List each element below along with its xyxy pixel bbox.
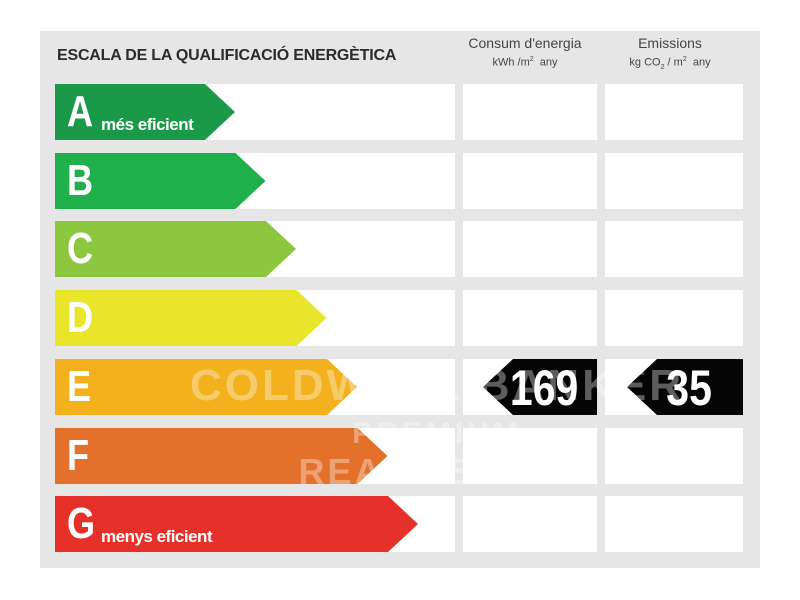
- emissions-cell-g: [605, 496, 743, 553]
- emissions-value-badge: 35: [627, 358, 743, 416]
- emissions-cell-b: [605, 152, 743, 209]
- consum-cell-f: [463, 427, 597, 484]
- rating-bar-c: [55, 221, 296, 278]
- rating-bar-g: [55, 496, 418, 553]
- rating-letter-a: A: [67, 87, 94, 136]
- rating-bar-d: [55, 290, 327, 347]
- rating-arrow-e: E: [55, 358, 357, 415]
- rating-letter-b: B: [67, 155, 94, 205]
- rating-letter-g: G: [67, 499, 96, 549]
- column-header-consum: Consum d'energia kWh /m2 any: [460, 35, 590, 70]
- emissions-cell-d: [605, 290, 743, 347]
- column-header-emissions: Emissions kg CO2 / m2 any: [605, 35, 735, 72]
- emissions-value-text: 35: [666, 359, 712, 416]
- rating-note-a: més eficient: [101, 115, 194, 134]
- rating-arrow-b: B: [55, 152, 266, 209]
- consum-value-text: 169: [509, 359, 579, 416]
- rating-arrow-f: F: [55, 427, 388, 484]
- chart-title: ESCALA DE LA QUALIFICACIÓ ENERGÈTICA: [57, 47, 397, 64]
- consum-cell-d: [463, 290, 597, 347]
- consum-title: Consum d'energia: [468, 35, 582, 51]
- consum-cell-b: [463, 152, 597, 209]
- rating-bar-f: [55, 427, 388, 484]
- energy-label: ESCALA DE LA QUALIFICACIÓ ENERGÈTICA Con…: [40, 31, 760, 568]
- consum-cell-a: [463, 84, 597, 140]
- consum-value-shape: [483, 358, 597, 415]
- emissions-cell-c: [605, 221, 743, 278]
- consum-cell-g: [463, 496, 597, 553]
- rating-letter-c: C: [67, 224, 94, 274]
- rating-bar-b: [55, 152, 266, 209]
- consum-value-badge: 169: [483, 358, 597, 416]
- emissions-title: Emissions: [638, 35, 702, 51]
- emissions-cell-f: [605, 427, 743, 484]
- rating-note-g: menys eficient: [101, 527, 213, 547]
- rating-arrow-c: C: [55, 221, 296, 278]
- rating-letter-d: D: [67, 293, 94, 343]
- emissions-value-shape: [627, 358, 743, 415]
- rating-bar-a: [55, 84, 235, 140]
- consum-cell-c: [463, 221, 597, 278]
- rating-letter-e: E: [67, 361, 92, 411]
- consum-unit: kWh /m2 any: [492, 55, 558, 69]
- rating-letter-f: F: [67, 430, 90, 480]
- rating-bar-e: [55, 358, 357, 415]
- emissions-unit: kg CO2 / m2 any: [629, 55, 711, 71]
- rating-arrow-d: D: [55, 290, 327, 347]
- emissions-cell-a: [605, 84, 743, 140]
